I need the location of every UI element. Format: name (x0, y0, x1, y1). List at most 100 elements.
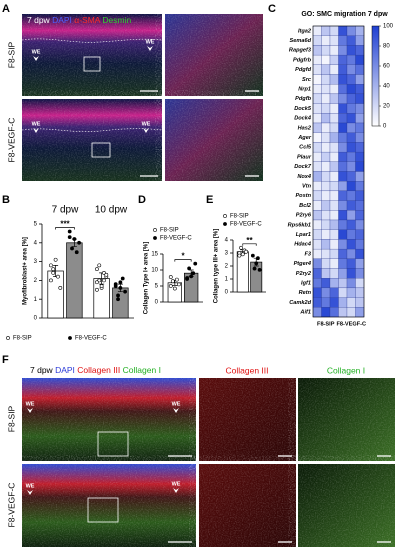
heatmap-cell (355, 171, 365, 182)
row-label: Ccl5 (299, 145, 312, 151)
heatmap-cell (321, 93, 331, 104)
data-point (177, 282, 181, 287)
row-label: F8-SIP (6, 405, 16, 432)
heatmap-cell (329, 93, 339, 104)
row-label: Dock7 (294, 164, 312, 170)
heatmap-cell (329, 287, 339, 298)
y-tick-label: 0 (225, 290, 229, 296)
heatmap-cell (355, 181, 365, 192)
heatmap-cell (321, 278, 331, 289)
heatmap-cell (346, 219, 356, 230)
row-label: Postn (295, 193, 311, 199)
wound-edge-label: WE (32, 49, 41, 55)
stain-label: Collagen I (123, 365, 161, 375)
heatmap-cell (321, 268, 331, 279)
wound-edge-arrow (33, 56, 39, 61)
heatmap-cell (321, 142, 331, 153)
heatmap-cell (338, 122, 348, 133)
heatmap-cell (346, 25, 356, 36)
heatmap-cell (338, 93, 348, 104)
heatmap-cell (312, 35, 322, 46)
legend-label: F8-VEGF-C (75, 336, 107, 342)
heatmap-cell (355, 190, 365, 201)
heatmap-cell (312, 142, 322, 153)
data-point (104, 272, 109, 277)
heatmap-cell (329, 54, 339, 65)
row-label: Pdgfrb (293, 57, 312, 63)
heatmap-cell (312, 25, 322, 36)
micrograph-texture (298, 464, 395, 547)
stain-header: 7 dpw DAPI α-SMA Desmin (27, 15, 131, 25)
zoom-header: Collagen I (327, 365, 365, 375)
heatmap-cell (338, 64, 348, 75)
heatmap-cell (312, 190, 322, 201)
heatmap-cell (312, 287, 322, 298)
heatmap-cell (346, 181, 356, 192)
heatmap-cell (312, 229, 322, 240)
data-point (254, 261, 259, 266)
heatmap-cell (312, 54, 322, 65)
heatmap-cell (321, 122, 331, 133)
heatmap-cell (312, 151, 322, 162)
heatmap-cell (321, 210, 331, 221)
heatmap-cell (346, 74, 356, 85)
heatmap-cell (346, 45, 356, 56)
wound-border (21, 128, 163, 132)
data-point (240, 252, 245, 257)
heatmap-cell (346, 287, 356, 298)
y-axis-label: Collagen type III+ area [%] (214, 229, 220, 304)
row-label: Ptger4 (294, 261, 312, 267)
stain-label: Collagen III (77, 365, 120, 375)
stain-label: Desmin (102, 15, 131, 25)
heatmap-cell (346, 229, 356, 240)
y-tick-label: 3 (34, 259, 38, 265)
heatmap-cell (338, 287, 348, 298)
micrograph-texture (298, 378, 395, 461)
row-label: F3 (304, 251, 311, 257)
bar (236, 251, 249, 293)
panel-letter: C (268, 3, 276, 15)
colorbar-tick-label: 20 (383, 104, 390, 110)
stain-label: DAPI (52, 15, 72, 25)
heatmap-cell (329, 307, 339, 318)
data-point (49, 278, 53, 283)
heatmap-cell (321, 229, 331, 240)
data-point (95, 267, 99, 272)
heatmap-cell (338, 258, 348, 269)
data-point (70, 246, 74, 251)
heatmap-cell (338, 132, 348, 143)
row-label: Aif1 (299, 310, 311, 316)
wound-border (21, 38, 163, 43)
wound-edge-label: WE (26, 401, 35, 407)
heatmap-cell (321, 132, 331, 143)
heatmap-cell (346, 297, 356, 308)
heatmap-cell (355, 278, 365, 289)
heatmap-cell (329, 84, 339, 95)
row-label: F8-VEGF-C (6, 118, 16, 163)
wound-edge-arrow (33, 128, 39, 133)
y-tick-label: 2 (34, 278, 38, 284)
colorbar-tick-label: 0 (383, 124, 387, 130)
heatmap-cell (355, 64, 365, 75)
row-label: Plaur (297, 154, 312, 160)
legend-label: F8-SIP (230, 214, 249, 220)
heatmap-cell (312, 210, 322, 221)
column-group-label: F8-SIP (317, 321, 335, 327)
heatmap-cell (312, 307, 322, 318)
heatmap-cell (346, 278, 356, 289)
y-axis-label: Collagen Type I+ area [%] (144, 242, 150, 314)
row-label: Lpar1 (296, 232, 311, 238)
data-point (67, 229, 72, 234)
stain-label: DAPI (55, 365, 75, 375)
wound-edge-arrow (173, 488, 179, 493)
y-tick-label: 2 (225, 264, 229, 270)
roi-box (83, 56, 101, 72)
heatmap-cell (329, 64, 339, 75)
heatmap-cell (346, 122, 356, 133)
heatmap-cell (346, 200, 356, 211)
micrograph-texture (22, 464, 196, 547)
row-label: Bcl2 (299, 203, 312, 209)
data-point (168, 284, 173, 288)
heatmap-cell (346, 190, 356, 201)
roi-box (91, 142, 111, 158)
